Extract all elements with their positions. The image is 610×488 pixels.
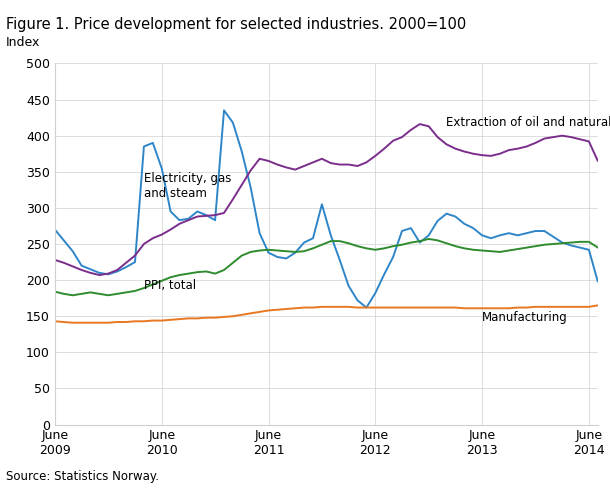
Text: PPI, total: PPI, total: [144, 279, 196, 292]
Text: Electricity, gas
and steam: Electricity, gas and steam: [144, 172, 231, 200]
Text: Index: Index: [6, 36, 40, 49]
Text: Figure 1. Price development for selected industries. 2000=100: Figure 1. Price development for selected…: [6, 17, 467, 32]
Text: Source: Statistics Norway.: Source: Statistics Norway.: [6, 470, 159, 483]
Text: Manufacturing: Manufacturing: [482, 311, 568, 324]
Text: Extraction of oil and natural gas: Extraction of oil and natural gas: [447, 116, 610, 129]
